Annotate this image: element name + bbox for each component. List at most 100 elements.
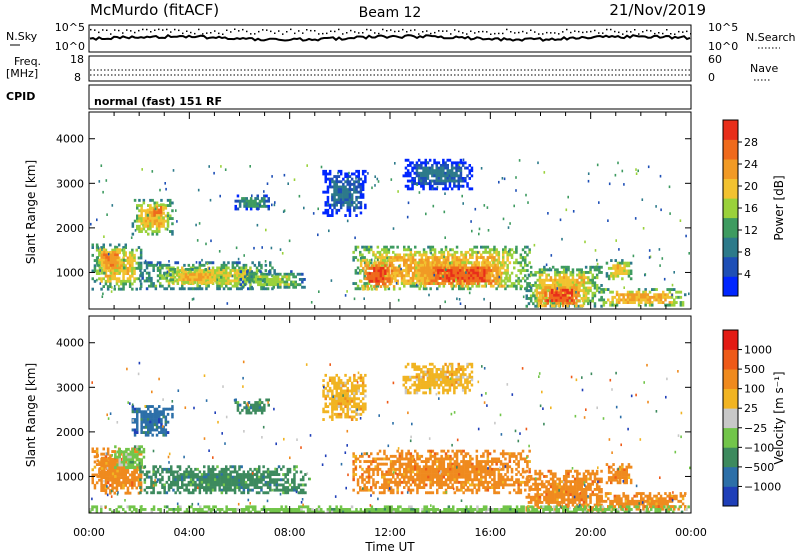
echo-cell	[261, 283, 264, 287]
echo-cell	[504, 269, 507, 272]
echo-cell	[566, 296, 569, 300]
echo-cell	[346, 198, 349, 202]
echo-cell	[482, 256, 485, 259]
echo-cell	[348, 206, 352, 210]
noise-search-point	[454, 29, 456, 31]
noise-search-point	[666, 29, 668, 31]
echo-cell	[405, 274, 408, 278]
echo-cell	[339, 188, 343, 191]
echo-cell	[426, 169, 430, 173]
echo-cell	[446, 174, 449, 178]
echo-cell	[663, 277, 666, 281]
echo-cell	[140, 211, 143, 215]
echo-cell	[151, 213, 154, 217]
echo-cell	[571, 278, 575, 282]
echo-cell	[379, 285, 383, 288]
echo-cell	[126, 478, 130, 482]
echo-cell	[208, 165, 210, 168]
nave-label: Nave	[750, 62, 778, 75]
echo-cell	[437, 179, 441, 183]
echo-cell	[131, 248, 134, 252]
echo-cell	[236, 473, 239, 476]
echo-cell	[432, 276, 436, 280]
echo-cell	[357, 190, 360, 194]
echo-cell	[442, 187, 445, 191]
echo-cell	[106, 486, 110, 490]
echo-cell	[562, 265, 566, 269]
echo-cell	[589, 271, 592, 274]
echo-cell	[150, 263, 153, 267]
echo-cell	[98, 472, 102, 476]
echo-cell	[342, 198, 345, 202]
echo-cell	[570, 301, 574, 305]
echo-cell	[249, 483, 252, 487]
echo-cell	[95, 452, 99, 456]
echo-cell	[390, 279, 394, 283]
echo-cell	[575, 296, 578, 300]
echo-cell	[165, 491, 169, 495]
echo-cell	[406, 174, 410, 178]
echo-cell	[438, 263, 441, 267]
echo-cell	[363, 256, 366, 259]
noise-search-point	[642, 31, 644, 33]
echo-cell	[236, 282, 239, 285]
echo-cell	[587, 278, 590, 282]
echo-cell	[200, 478, 204, 482]
echo-cell	[465, 279, 469, 283]
echo-cell	[149, 415, 152, 419]
echo-cell	[200, 483, 204, 487]
echo-cell	[209, 473, 213, 476]
echo-cell	[106, 287, 110, 291]
echo-cell	[128, 264, 132, 268]
echo-cell	[492, 284, 495, 288]
echo-cell	[443, 276, 447, 280]
echo-cell	[621, 266, 624, 270]
echo-cell	[142, 410, 146, 414]
echo-cell	[499, 282, 501, 286]
echo-cell	[467, 261, 471, 265]
echo-cell	[178, 478, 182, 482]
noise-search-point	[674, 33, 676, 35]
echo-cell	[140, 423, 143, 427]
noise-search-point	[662, 32, 664, 35]
echo-cell	[133, 460, 137, 464]
echo-cell	[211, 467, 215, 471]
echo-cell	[102, 285, 105, 288]
echo-cell	[537, 291, 541, 295]
echo-cell	[673, 288, 676, 291]
echo-cell	[492, 279, 495, 283]
echo-cell	[117, 264, 121, 268]
echo-cell	[431, 253, 435, 257]
echo-cell	[133, 418, 137, 421]
echo-cell	[187, 480, 191, 484]
echo-cell	[414, 258, 417, 262]
echo-cell	[566, 304, 569, 308]
echo-cell	[100, 287, 103, 291]
noise-search-point	[242, 28, 244, 31]
echo-cell	[143, 478, 147, 482]
echo-cell	[326, 195, 330, 199]
colorbar-tick-label: 16	[744, 202, 758, 215]
echo-cell	[624, 293, 628, 297]
echo-cell	[481, 271, 484, 275]
echo-cell	[384, 287, 387, 291]
colorbar-swatch	[723, 139, 738, 160]
echo-cell	[251, 483, 254, 487]
echo-cell	[471, 250, 474, 254]
echo-cell	[434, 271, 438, 275]
echo-cell	[310, 301, 313, 304]
echo-cell	[424, 166, 427, 170]
echo-cell	[564, 296, 567, 300]
echo-cell	[252, 204, 255, 208]
echo-cell	[148, 470, 151, 474]
echo-cell	[339, 195, 343, 199]
echo-cell	[462, 253, 465, 257]
echo-cell	[258, 470, 261, 474]
echo-cell	[362, 287, 365, 291]
echo-cell	[158, 425, 161, 429]
echo-cell	[96, 263, 99, 267]
echo-cell	[324, 201, 327, 204]
echo-cell	[409, 284, 413, 288]
echo-cell	[420, 261, 424, 265]
echo-cell	[126, 266, 130, 270]
